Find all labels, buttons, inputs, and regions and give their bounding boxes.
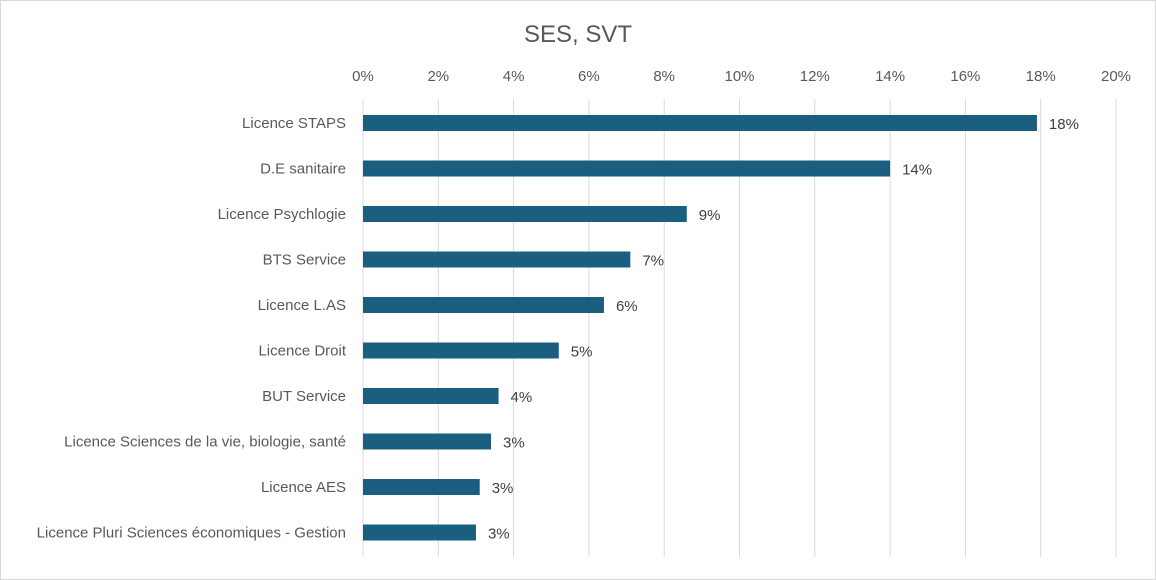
x-tick-label: 4%	[503, 68, 525, 85]
x-tick-label: 8%	[653, 68, 675, 85]
data-label: 3%	[488, 526, 510, 543]
category-label: BTS Service	[263, 252, 346, 269]
bar	[363, 115, 1037, 131]
x-tick-label: 12%	[800, 68, 830, 85]
category-label: Licence Pluri Sciences économiques - Ges…	[37, 525, 346, 542]
x-tick-label: 20%	[1101, 68, 1131, 85]
bar	[363, 206, 687, 222]
bar	[363, 342, 559, 359]
category-label: Licence Psychlogie	[218, 206, 346, 223]
x-tick-label: 2%	[427, 68, 449, 85]
x-tick-label: 14%	[875, 68, 905, 85]
data-label: 5%	[571, 344, 593, 361]
data-label: 3%	[492, 480, 514, 497]
category-label: BUT Service	[262, 388, 346, 405]
category-label: Licence Droit	[258, 343, 346, 360]
bar	[363, 479, 480, 495]
bar	[363, 388, 499, 404]
x-tick-label: 0%	[352, 68, 374, 85]
category-label: Licence L.AS	[258, 297, 346, 314]
bar	[363, 297, 604, 313]
data-label: 9%	[699, 207, 721, 224]
x-tick-label: 18%	[1026, 68, 1056, 85]
x-tick-label: 16%	[950, 68, 980, 85]
data-label: 18%	[1049, 116, 1079, 133]
data-label: 14%	[902, 162, 932, 179]
x-tick-label: 10%	[724, 68, 754, 85]
category-label: Licence Sciences de la vie, biologie, sa…	[64, 434, 346, 451]
bar	[363, 433, 492, 450]
data-label: 4%	[511, 389, 533, 406]
bar	[363, 524, 476, 541]
category-label: Licence STAPS	[242, 115, 346, 132]
x-tick-label: 6%	[578, 68, 600, 85]
chart-title: SES, SVT	[523, 21, 633, 48]
category-label: Licence AES	[261, 479, 346, 496]
data-label: 6%	[616, 298, 638, 315]
category-label: D.E sanitaire	[260, 161, 346, 178]
data-label: 3%	[503, 435, 525, 452]
bar	[363, 251, 631, 268]
data-label: 7%	[642, 253, 664, 270]
bar	[363, 160, 891, 177]
